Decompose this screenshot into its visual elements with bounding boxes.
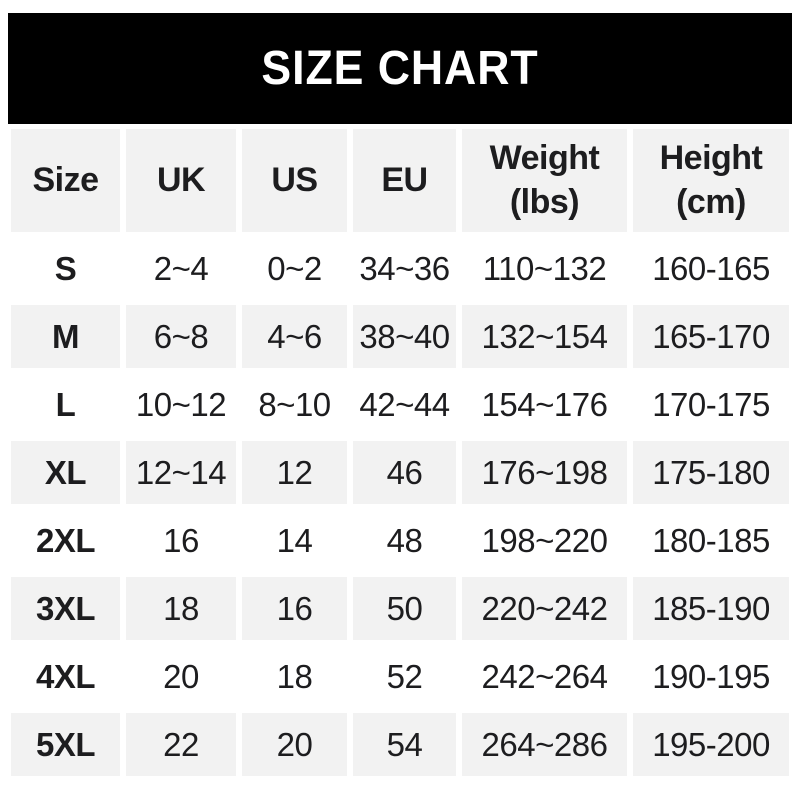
table-row-l: L 10~12 8~10 42~44 154~176 170-175 — [11, 373, 789, 436]
value-cell: 132~154 — [462, 305, 627, 368]
value-cell: 42~44 — [353, 373, 456, 436]
value-cell: 110~132 — [462, 237, 627, 300]
size-chart-banner: SIZE CHART — [8, 13, 792, 124]
table-row-2xl: 2XL 16 14 48 198~220 180-185 — [11, 509, 789, 572]
value-cell: 176~198 — [462, 441, 627, 504]
value-cell: 18 — [126, 577, 236, 640]
table-row-5xl: 5XL 22 20 54 264~286 195-200 — [11, 713, 789, 776]
column-header-eu: EU — [353, 129, 456, 232]
value-cell: 170-175 — [633, 373, 789, 436]
size-label-cell: M — [11, 305, 120, 368]
table-row-xl: XL 12~14 12 46 176~198 175-180 — [11, 441, 789, 504]
value-cell: 2~4 — [126, 237, 236, 300]
page-title: SIZE CHART — [261, 42, 539, 95]
value-cell: 195-200 — [633, 713, 789, 776]
value-cell: 180-185 — [633, 509, 789, 572]
value-cell: 16 — [242, 577, 347, 640]
value-cell: 46 — [353, 441, 456, 504]
value-cell: 12~14 — [126, 441, 236, 504]
value-cell: 185-190 — [633, 577, 789, 640]
value-cell: 242~264 — [462, 645, 627, 708]
column-header-weight-lbs: Weight (lbs) — [462, 129, 627, 232]
value-cell: 165-170 — [633, 305, 789, 368]
value-cell: 38~40 — [353, 305, 456, 368]
value-cell: 160-165 — [633, 237, 789, 300]
size-label-cell: XL — [11, 441, 120, 504]
value-cell: 0~2 — [242, 237, 347, 300]
column-header-height-cm: Height (cm) — [633, 129, 789, 232]
value-cell: 16 — [126, 509, 236, 572]
value-cell: 20 — [126, 645, 236, 708]
value-cell: 12 — [242, 441, 347, 504]
value-cell: 154~176 — [462, 373, 627, 436]
size-chart-table: Size UK US EU Weight (lbs) Height (cm) S 2~4 0~2 3… — [5, 124, 795, 781]
value-cell: 18 — [242, 645, 347, 708]
value-cell: 6~8 — [126, 305, 236, 368]
value-cell: 4~6 — [242, 305, 347, 368]
value-cell: 48 — [353, 509, 456, 572]
table-row-4xl: 4XL 20 18 52 242~264 190-195 — [11, 645, 789, 708]
value-cell: 34~36 — [353, 237, 456, 300]
value-cell: 220~242 — [462, 577, 627, 640]
table-row-3xl: 3XL 18 16 50 220~242 185-190 — [11, 577, 789, 640]
value-cell: 10~12 — [126, 373, 236, 436]
column-header-us: US — [242, 129, 347, 232]
value-cell: 22 — [126, 713, 236, 776]
value-cell: 175-180 — [633, 441, 789, 504]
value-cell: 20 — [242, 713, 347, 776]
value-cell: 8~10 — [242, 373, 347, 436]
size-label-cell: 2XL — [11, 509, 120, 572]
value-cell: 50 — [353, 577, 456, 640]
table-row-s: S 2~4 0~2 34~36 110~132 160-165 — [11, 237, 789, 300]
table-body: S 2~4 0~2 34~36 110~132 160-165 M 6~8 4~6 38~40 13… — [11, 237, 789, 776]
size-label-cell: 3XL — [11, 577, 120, 640]
size-label-cell: 4XL — [11, 645, 120, 708]
header-row: Size UK US EU Weight (lbs) Height (cm) — [11, 129, 789, 232]
size-label-cell: L — [11, 373, 120, 436]
value-cell: 54 — [353, 713, 456, 776]
size-label-cell: 5XL — [11, 713, 120, 776]
column-header-uk: UK — [126, 129, 236, 232]
value-cell: 14 — [242, 509, 347, 572]
value-cell: 264~286 — [462, 713, 627, 776]
value-cell: 190-195 — [633, 645, 789, 708]
column-header-size: Size — [11, 129, 120, 232]
table-row-m: M 6~8 4~6 38~40 132~154 165-170 — [11, 305, 789, 368]
size-label-cell: S — [11, 237, 120, 300]
value-cell: 198~220 — [462, 509, 627, 572]
value-cell: 52 — [353, 645, 456, 708]
